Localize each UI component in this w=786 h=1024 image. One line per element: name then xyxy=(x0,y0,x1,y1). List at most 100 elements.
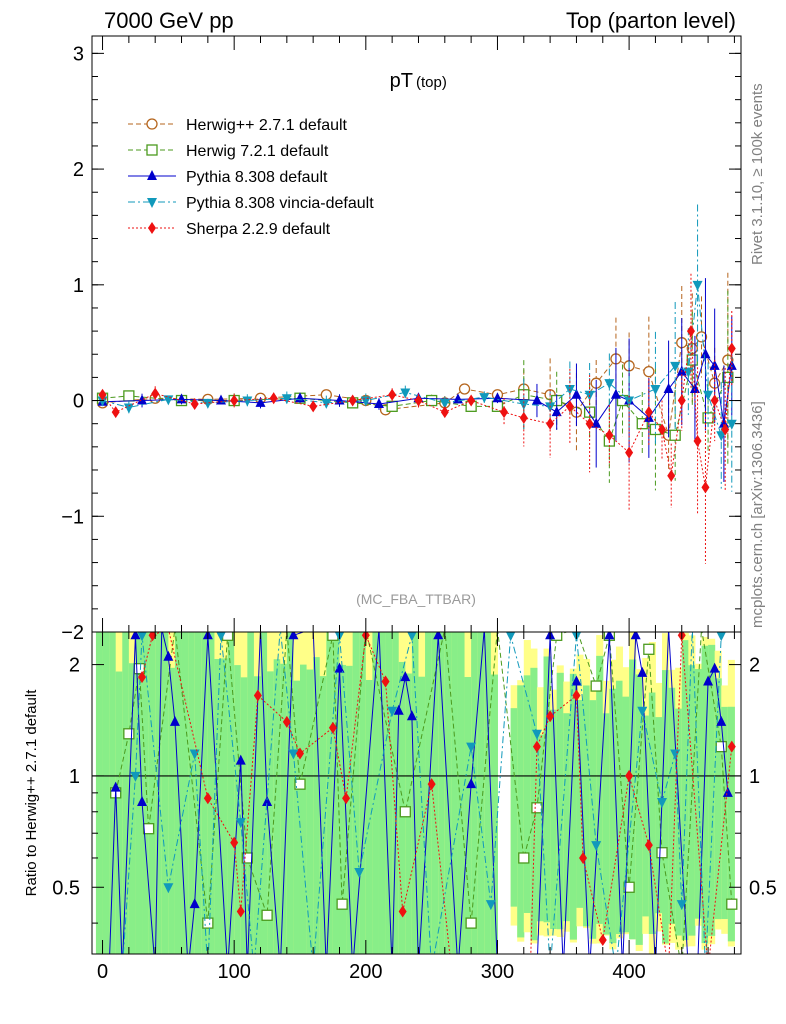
ratio-point xyxy=(261,909,273,921)
series-1 xyxy=(96,272,734,471)
ratio-point xyxy=(381,675,390,688)
ratio-point xyxy=(579,851,588,864)
series-2 xyxy=(96,290,734,491)
ratio-point xyxy=(342,792,351,805)
chart-title: pT (top) xyxy=(390,70,447,92)
series-5 xyxy=(98,273,736,564)
legend-label: Pythia 8.308 vincia-default xyxy=(186,195,374,212)
ratio-point xyxy=(637,666,648,677)
ratio-point xyxy=(282,715,291,728)
data-point xyxy=(202,398,213,409)
data-point xyxy=(518,400,529,411)
ratio-point xyxy=(399,806,411,818)
uncertainty-band-green xyxy=(629,659,637,940)
uncertainty-band-green xyxy=(602,713,610,935)
series-line xyxy=(102,335,729,436)
data-point xyxy=(440,406,449,419)
data-point xyxy=(546,417,555,430)
uncertainty-band-green xyxy=(392,632,400,954)
data-point xyxy=(309,400,318,413)
legend-marker xyxy=(146,118,158,130)
uncertainty-band-green xyxy=(221,658,229,954)
legend-marker xyxy=(148,222,156,234)
data-point xyxy=(571,388,582,399)
ratio-point xyxy=(623,881,635,893)
uncertainty-band-green xyxy=(240,677,248,954)
title-main: pT xyxy=(390,70,413,92)
legend-label: Sherpa 2.2.9 default xyxy=(186,221,331,238)
ratio-point xyxy=(163,650,174,661)
legend-label: Herwig++ 2.7.1 default xyxy=(186,117,348,134)
uncertainty-band-green xyxy=(477,632,485,954)
data-point xyxy=(519,411,528,424)
uncertainty-band-green xyxy=(727,706,735,942)
ratio-point xyxy=(427,778,436,791)
data-point xyxy=(716,431,727,442)
uncertainty-band-green xyxy=(122,632,130,954)
uncertainty-band-green xyxy=(576,699,584,908)
data-point xyxy=(701,481,710,494)
data-point xyxy=(692,280,703,291)
ratio-point xyxy=(241,852,253,864)
data-point xyxy=(658,423,667,436)
ratio-point xyxy=(110,781,121,792)
data-point xyxy=(670,361,681,372)
ratio-point xyxy=(598,934,607,947)
data-point xyxy=(721,423,730,436)
data-point xyxy=(605,429,614,442)
ratio-point xyxy=(433,632,444,640)
data-point xyxy=(703,390,714,401)
ratio-point xyxy=(235,754,246,765)
uncertainty-band-green xyxy=(326,632,334,954)
data-point xyxy=(123,403,134,414)
ratio-point xyxy=(531,729,542,740)
series-line xyxy=(102,284,733,437)
data-point xyxy=(137,394,148,405)
ratio-point xyxy=(236,905,245,918)
uncertainty-band-green xyxy=(675,708,683,936)
ratio-point xyxy=(328,721,337,734)
ratio-point xyxy=(505,632,516,642)
uncertainty-band-green xyxy=(299,664,308,954)
ratio-point xyxy=(189,749,200,760)
uncertainty-band-green xyxy=(484,632,492,954)
uncertainty-band-green xyxy=(346,665,354,954)
ratio-point xyxy=(169,715,180,726)
data-point xyxy=(677,394,686,407)
uncertainty-band-green xyxy=(615,680,624,935)
ratio-point xyxy=(216,632,226,642)
main-plot: −2 −1 0 1 2 3 pT (top) (MC_FBA_TTBAR) Herwig+… xyxy=(61,35,742,644)
data-point xyxy=(97,396,108,407)
ratio-line xyxy=(122,632,722,954)
uncertainty-band-green xyxy=(385,632,393,954)
uncertainty-band-green xyxy=(95,632,104,954)
ratio-point xyxy=(637,706,648,717)
data-point xyxy=(230,394,239,407)
uncertainty-band-green xyxy=(418,676,426,954)
uncertainty-band-green xyxy=(411,632,419,954)
data-point xyxy=(565,400,574,413)
legend-marker xyxy=(147,170,157,180)
uncertainty-band-green xyxy=(168,667,176,954)
ratio-point xyxy=(407,632,417,642)
ratio-point xyxy=(354,867,365,878)
uncertainty-band-green xyxy=(523,675,531,913)
ratio-point xyxy=(294,778,306,790)
ratio-point xyxy=(709,662,720,673)
legend-label: Pythia 8.308 default xyxy=(186,169,328,186)
series-3 xyxy=(97,278,737,482)
legend: Herwig++ 2.7.1 default Herwig 7.2.1 defau… xyxy=(128,117,374,238)
rivet-label: Rivet 3.1.10, ≥ 100k events xyxy=(749,83,766,265)
ratio-point xyxy=(572,689,581,702)
uncertainty-band-green xyxy=(569,673,577,940)
uncertainty-band-green xyxy=(115,671,123,954)
data-point xyxy=(255,396,266,407)
ratio-point xyxy=(590,680,602,692)
uncertainty-band-green xyxy=(260,632,268,954)
ratio-point xyxy=(625,769,634,782)
uncertainty-band-green xyxy=(681,640,689,941)
y-tick-label: 0 xyxy=(73,391,84,413)
data-point xyxy=(531,394,542,405)
uncertainty-band-green xyxy=(464,677,472,954)
